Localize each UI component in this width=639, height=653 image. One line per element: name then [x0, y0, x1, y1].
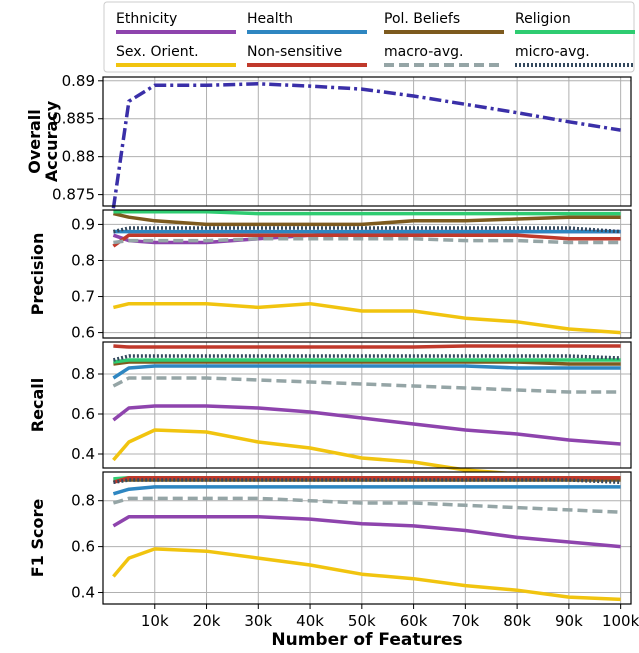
panel-frame — [102, 76, 632, 207]
legend-label-health: Health — [247, 11, 293, 27]
y-tick-label: 0.4 — [71, 584, 95, 602]
legend-frame — [103, 1, 635, 73]
panel-frame — [102, 209, 632, 339]
y-tick-label: 0.88 — [62, 148, 95, 166]
series-micro-avg — [113, 478, 621, 485]
x-tick-label: 30k — [244, 612, 272, 630]
panel-background — [103, 472, 631, 604]
y-tick-label: 0.6 — [71, 405, 95, 423]
chart-panels: 0.8750.880.8850.89OverallAccuracy0.60.70… — [25, 72, 632, 605]
y-tick-label: 0.885 — [52, 110, 95, 128]
y-tick-label: 0.875 — [52, 186, 95, 204]
series-sex-orient — [112, 301, 621, 335]
y-tick-label: 0.8 — [71, 251, 95, 269]
legend-label-religion: Religion — [515, 11, 571, 27]
y-tick-label: 0.8 — [71, 492, 95, 510]
series-religion — [113, 358, 621, 364]
x-tick-label: 90k — [555, 612, 583, 630]
y-tick-label: 0.6 — [71, 538, 95, 556]
panel-precision: 0.6 0.7 0.8 0.9 Precision — [28, 209, 632, 342]
y-axis-label-overall-accuracy: OverallAccuracy — [25, 100, 61, 182]
y-tick-label: 0.89 — [62, 72, 95, 90]
panel-recall: 0.4 0.6 0.8 Recall — [28, 341, 632, 484]
y-tick-label: 0.4 — [71, 445, 95, 463]
series-micro-avg — [112, 354, 621, 362]
series-non-sensitive — [113, 344, 621, 349]
y-tick-label: 0.9 — [71, 215, 95, 233]
series-pol-beliefs — [113, 360, 621, 366]
series-ethnicity — [112, 515, 621, 549]
legend-label-macro-avg: macro-avg. — [384, 44, 463, 60]
x-tick-label: 10k — [141, 612, 169, 630]
series-religion — [113, 210, 621, 216]
y-axis-label-f1-score: F1 Score — [28, 499, 47, 578]
y-axis-label-precision: Precision — [28, 233, 47, 316]
series-health — [112, 485, 621, 496]
legend-label-pol-beliefs: Pol. Beliefs — [384, 11, 460, 27]
x-tick-label: 60k — [400, 612, 428, 630]
y-axis-label-recall: Recall — [28, 378, 47, 432]
series-overall-accuracy — [111, 82, 621, 209]
series-ethnicity — [112, 404, 621, 446]
series-pol-beliefs — [113, 211, 621, 227]
panel-frame — [102, 341, 632, 469]
x-axis: 10k 20k 30k 40k 50k 60k 70k 80k 90k 100k — [141, 604, 639, 630]
y-tick-label: 0.8 — [71, 365, 95, 383]
y-tick-label: 0.6 — [71, 324, 95, 342]
y-tick-label: 0.7 — [71, 288, 95, 306]
series-macro-avg — [113, 237, 621, 245]
series-non-sensitive — [112, 233, 621, 248]
series-micro-avg — [113, 226, 621, 234]
panel-background — [103, 77, 631, 206]
x-tick-label: 80k — [503, 612, 531, 630]
series-non-sensitive — [112, 475, 621, 484]
chart-legend: Ethnicity Health Pol. Beliefs Religion Sex. … — [103, 1, 635, 73]
x-tick-label: 70k — [451, 612, 479, 630]
x-tick-label: 50k — [348, 612, 376, 630]
panel-frame — [102, 471, 632, 605]
legend-label-non-sensitive: Non-sensitive — [247, 44, 342, 60]
legend-label-ethnicity: Ethnicity — [116, 11, 177, 27]
legend-label-micro-avg: micro-avg. — [515, 44, 590, 60]
legend-label-sex-orient: Sex. Orient. — [116, 44, 199, 60]
x-tick-label: 100k — [602, 612, 639, 630]
x-tick-label: 20k — [193, 612, 221, 630]
series-health — [112, 364, 621, 380]
series-macro-avg — [112, 376, 621, 394]
series-sex-orient — [112, 547, 621, 602]
series-macro-avg — [112, 496, 621, 514]
panel-f1-score: 0.4 0.6 0.8 F1 Score — [28, 471, 632, 605]
x-axis-label: Number of Features — [271, 630, 462, 650]
x-tick-label: 40k — [296, 612, 324, 630]
